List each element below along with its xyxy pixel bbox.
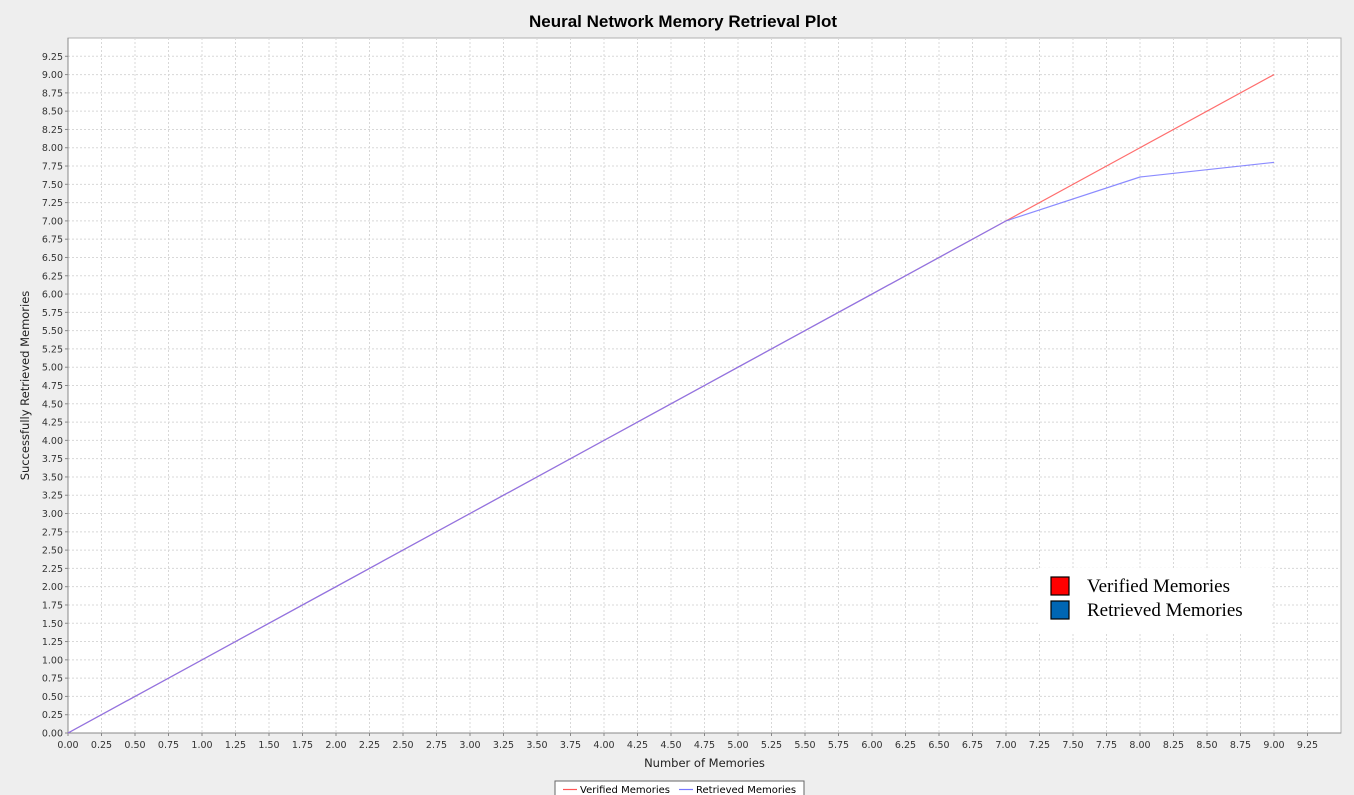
- x-tick-label: 1.75: [292, 740, 313, 751]
- x-tick-label: 3.50: [526, 740, 547, 751]
- x-tick-label: 4.50: [660, 740, 681, 751]
- x-tick-label: 0.75: [158, 740, 179, 751]
- x-tick-label: 5.00: [727, 740, 748, 751]
- bottom-legend-label: Retrieved Memories: [696, 785, 796, 795]
- inset-legend-swatch: [1050, 576, 1070, 596]
- inset-legend-background: [1038, 568, 1272, 632]
- x-tick-label: 2.00: [325, 740, 346, 751]
- y-tick-label: 1.75: [42, 600, 63, 611]
- x-tick-label: 7.00: [995, 740, 1016, 751]
- y-tick-label: 2.50: [42, 546, 63, 557]
- y-tick-label: 6.00: [42, 290, 63, 301]
- y-tick-label: 3.75: [42, 454, 63, 465]
- y-tick-label: 4.25: [42, 418, 63, 429]
- x-tick-label: 8.25: [1163, 740, 1184, 751]
- y-tick-label: 1.50: [42, 619, 63, 630]
- x-tick-label: 8.50: [1196, 740, 1217, 751]
- x-tick-label: 1.25: [225, 740, 246, 751]
- x-tick-label: 0.25: [91, 740, 112, 751]
- y-tick-label: 3.00: [42, 509, 63, 520]
- y-tick-label: 2.25: [42, 564, 63, 575]
- y-tick-label: 5.25: [42, 344, 63, 355]
- x-tick-label: 6.50: [928, 740, 949, 751]
- y-tick-label: 7.50: [42, 180, 63, 191]
- x-tick-label: 3.75: [560, 740, 581, 751]
- inset-legend-swatch: [1050, 600, 1070, 620]
- y-tick-label: 3.25: [42, 491, 63, 502]
- y-tick-label: 1.00: [42, 655, 63, 666]
- y-tick-label: 2.75: [42, 527, 63, 538]
- x-axis-ticks: 0.00 0.25 0.50 0.75 1.00 1.25 1.50 1.75 2.00 2.25…: [57, 733, 1318, 751]
- x-tick-label: 7.75: [1096, 740, 1117, 751]
- y-tick-label: 4.00: [42, 436, 63, 447]
- y-tick-label: 6.50: [42, 253, 63, 264]
- y-tick-label: 8.50: [42, 107, 63, 118]
- y-tick-label: 5.00: [42, 363, 63, 374]
- y-tick-label: 6.75: [42, 235, 63, 246]
- y-tick-label: 5.50: [42, 326, 63, 337]
- y-tick-label: 4.50: [42, 399, 63, 410]
- x-tick-label: 4.00: [593, 740, 614, 751]
- x-tick-label: 6.25: [895, 740, 916, 751]
- bottom-legend: Verified Memories Retrieved Memories: [554, 780, 805, 795]
- y-tick-label: 0.75: [42, 674, 63, 685]
- x-tick-label: 5.75: [828, 740, 849, 751]
- x-tick-label: 5.25: [761, 740, 782, 751]
- y-tick-label: 0.25: [42, 710, 63, 721]
- x-tick-label: 2.25: [359, 740, 380, 751]
- y-tick-label: 1.25: [42, 637, 63, 648]
- y-axis-label: Successfully Retrieved Memories: [18, 291, 32, 481]
- x-tick-label: 9.25: [1297, 740, 1318, 751]
- bottom-legend-label: Verified Memories: [580, 785, 670, 795]
- x-tick-label: 8.00: [1129, 740, 1150, 751]
- chart-title: Neural Network Memory Retrieval Plot: [529, 12, 837, 31]
- y-tick-label: 5.75: [42, 308, 63, 319]
- y-tick-label: 8.75: [42, 88, 63, 99]
- x-tick-label: 3.25: [493, 740, 514, 751]
- y-tick-label: 6.25: [42, 271, 63, 282]
- inset-legend-label: Verified Memories: [1087, 576, 1230, 597]
- x-tick-label: 0.50: [124, 740, 145, 751]
- x-tick-label: 7.50: [1062, 740, 1083, 751]
- x-tick-label: 2.75: [426, 740, 447, 751]
- y-tick-label: 4.75: [42, 381, 63, 392]
- series: [67, 74, 1275, 734]
- x-tick-label: 0.00: [57, 740, 78, 751]
- x-tick-label: 8.75: [1230, 740, 1251, 751]
- x-tick-label: 6.00: [861, 740, 882, 751]
- y-tick-label: 7.75: [42, 162, 63, 173]
- y-tick-label: 7.25: [42, 198, 63, 209]
- y-axis-ticks: 0.00 0.25 0.50 0.75 1.00 1.25 1.50 1.75 2.00 2.25…: [42, 52, 68, 740]
- series-line-retrieved-memories: [67, 161, 1275, 734]
- y-tick-label: 3.50: [42, 472, 63, 483]
- x-tick-label: 9.00: [1263, 740, 1284, 751]
- x-tick-label: 3.00: [459, 740, 480, 751]
- x-tick-label: 4.75: [694, 740, 715, 751]
- y-tick-label: 8.00: [42, 143, 63, 154]
- y-tick-label: 2.00: [42, 582, 63, 593]
- x-tick-label: 2.50: [392, 740, 413, 751]
- inset-legend: Verified Memories Retrieved Memories: [1038, 568, 1272, 632]
- inset-legend-label: Retrieved Memories: [1087, 600, 1243, 621]
- y-tick-label: 0.00: [42, 729, 63, 740]
- bottom-legend-frame: [554, 780, 805, 795]
- x-axis-label: Number of Memories: [644, 756, 765, 770]
- x-tick-label: 1.00: [191, 740, 212, 751]
- y-tick-label: 8.25: [42, 125, 63, 136]
- x-tick-label: 6.75: [962, 740, 983, 751]
- y-tick-label: 9.00: [42, 70, 63, 81]
- y-tick-label: 9.25: [42, 52, 63, 63]
- y-tick-label: 0.50: [42, 692, 63, 703]
- y-tick-label: 7.00: [42, 216, 63, 227]
- x-tick-label: 4.25: [627, 740, 648, 751]
- x-tick-label: 1.50: [258, 740, 279, 751]
- x-tick-label: 7.25: [1029, 740, 1050, 751]
- x-tick-label: 5.50: [794, 740, 815, 751]
